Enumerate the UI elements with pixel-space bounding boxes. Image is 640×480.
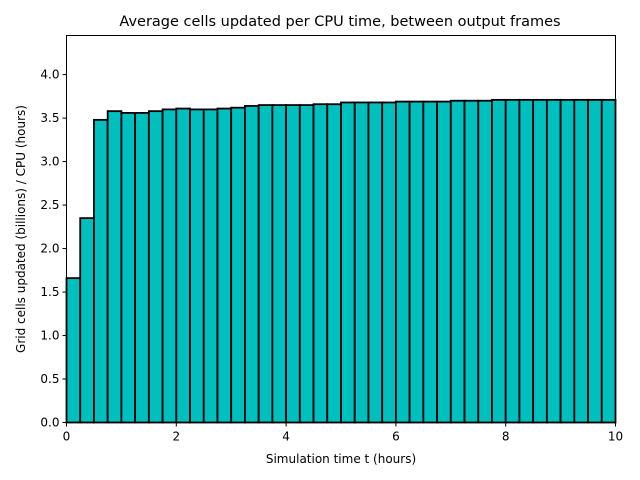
y-tick-label: 2.0 [40, 242, 59, 256]
bar [559, 98, 576, 424]
y-axis-label: Grid cells updated (billions) / CPU (hou… [14, 105, 28, 353]
bar [449, 99, 466, 424]
bar [106, 110, 123, 424]
bar [463, 99, 480, 424]
bar [298, 104, 315, 424]
bar [340, 101, 356, 424]
bar [545, 98, 562, 424]
bar [93, 118, 109, 424]
bar [161, 108, 178, 424]
bar [504, 98, 521, 424]
y-tick-label: 4.0 [40, 68, 59, 82]
bar [491, 98, 507, 424]
x-tick-label: 2 [172, 430, 180, 444]
bar [79, 217, 95, 424]
bar [271, 104, 288, 424]
y-tick-label: 3.0 [40, 155, 59, 169]
x-axis-label: Simulation time t (hours) [266, 452, 416, 466]
bar [230, 106, 246, 424]
plot-frame [66, 35, 616, 423]
y-tick-label: 0.0 [40, 416, 59, 430]
bar [244, 105, 260, 424]
bar [353, 101, 370, 424]
bar [65, 277, 82, 424]
bar [532, 98, 548, 424]
bar [367, 101, 384, 424]
bar [285, 104, 301, 424]
bar [312, 103, 329, 424]
x-tick-label: 10 [608, 430, 623, 444]
y-axis: 0.0 0.5 1.0 1.5 2.0 2.5 3.0 3.5 4.0 [40, 68, 67, 430]
bar [518, 98, 535, 424]
bar [477, 99, 493, 424]
x-axis: 0 2 4 6 8 10 [63, 422, 623, 444]
bar [202, 108, 219, 424]
bar [175, 107, 191, 424]
x-tick-label: 0 [63, 430, 71, 444]
bar [408, 100, 425, 424]
y-tick-label: 2.5 [40, 198, 59, 212]
bars-group [65, 98, 617, 424]
bar [189, 108, 205, 424]
bar [326, 103, 342, 424]
x-tick-label: 4 [282, 430, 290, 444]
bar [436, 100, 452, 424]
y-tick-label: 1.0 [40, 329, 59, 343]
bar [381, 101, 397, 424]
bar [257, 104, 274, 424]
bar [587, 98, 603, 424]
bar [394, 100, 411, 424]
y-tick-label: 3.5 [40, 111, 59, 125]
chart-title: Average cells updated per CPU time, betw… [119, 14, 560, 30]
bar [600, 98, 617, 424]
bar [422, 100, 438, 424]
x-tick-label: 6 [392, 430, 400, 444]
bar [120, 112, 137, 424]
y-tick-label: 1.5 [40, 285, 59, 299]
bar [134, 112, 150, 424]
bar [573, 98, 589, 424]
y-tick-label: 0.5 [40, 372, 59, 386]
bar [216, 107, 233, 424]
x-tick-label: 8 [502, 430, 510, 444]
bar [147, 110, 164, 424]
